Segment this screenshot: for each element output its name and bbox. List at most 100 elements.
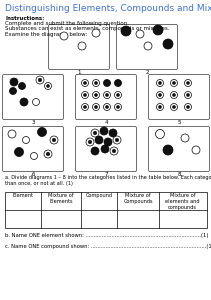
Circle shape xyxy=(38,128,46,136)
Circle shape xyxy=(95,93,97,97)
Circle shape xyxy=(38,78,42,82)
Circle shape xyxy=(158,81,162,85)
Circle shape xyxy=(44,150,52,158)
Text: Mixture of
elements and
compounds: Mixture of elements and compounds xyxy=(165,193,200,210)
Circle shape xyxy=(184,92,192,98)
Circle shape xyxy=(187,93,189,97)
Circle shape xyxy=(92,92,100,98)
Text: a. Divide diagrams 1 – 8 into the categories listed in the table below. Each cat: a. Divide diagrams 1 – 8 into the catego… xyxy=(5,175,211,186)
Circle shape xyxy=(46,152,50,156)
Circle shape xyxy=(156,130,165,139)
Text: Substances can exist as elements, compounds or mixtures.: Substances can exist as elements, compou… xyxy=(5,26,169,31)
Text: 7: 7 xyxy=(104,172,108,177)
FancyBboxPatch shape xyxy=(149,74,210,119)
Text: Instructions:: Instructions: xyxy=(5,16,44,21)
Circle shape xyxy=(92,103,100,110)
Text: 6: 6 xyxy=(31,172,35,177)
Circle shape xyxy=(83,81,87,85)
Circle shape xyxy=(23,136,30,143)
Circle shape xyxy=(15,148,23,157)
FancyBboxPatch shape xyxy=(3,127,64,172)
Circle shape xyxy=(157,92,164,98)
Circle shape xyxy=(81,80,88,86)
Text: Compound: Compound xyxy=(85,193,112,198)
Circle shape xyxy=(116,93,120,97)
Circle shape xyxy=(104,103,111,110)
Circle shape xyxy=(172,81,176,85)
Circle shape xyxy=(36,76,44,84)
Circle shape xyxy=(83,105,87,109)
Circle shape xyxy=(31,152,38,160)
Text: c. Name ONE compound shown: ....................................................: c. Name ONE compound shown: ............… xyxy=(5,244,211,249)
FancyBboxPatch shape xyxy=(76,74,137,119)
Circle shape xyxy=(172,93,176,97)
Circle shape xyxy=(19,82,26,89)
Text: Distinguishing Elements, Compounds and Mixtures: Distinguishing Elements, Compounds and M… xyxy=(5,4,211,13)
Circle shape xyxy=(10,78,18,86)
Circle shape xyxy=(170,80,177,86)
Circle shape xyxy=(106,105,109,109)
Circle shape xyxy=(95,136,103,144)
Circle shape xyxy=(116,105,120,109)
Circle shape xyxy=(157,103,164,110)
Text: 8: 8 xyxy=(177,172,181,177)
Circle shape xyxy=(115,92,122,98)
Circle shape xyxy=(172,105,176,109)
Text: Complete and submit the following question.: Complete and submit the following questi… xyxy=(5,20,129,26)
Text: Element: Element xyxy=(12,193,34,198)
FancyBboxPatch shape xyxy=(49,25,110,70)
Circle shape xyxy=(121,26,131,36)
Circle shape xyxy=(112,149,116,153)
FancyBboxPatch shape xyxy=(149,127,210,172)
Text: Examine the diagrams below:: Examine the diagrams below: xyxy=(5,32,87,37)
Circle shape xyxy=(81,92,88,98)
Circle shape xyxy=(95,81,97,85)
Text: 1: 1 xyxy=(77,70,81,75)
Circle shape xyxy=(184,80,192,86)
Circle shape xyxy=(20,98,28,106)
Circle shape xyxy=(45,82,51,89)
Circle shape xyxy=(8,130,16,138)
Text: 2: 2 xyxy=(145,70,149,75)
Circle shape xyxy=(110,147,118,155)
Circle shape xyxy=(100,127,108,135)
Circle shape xyxy=(163,39,173,49)
Circle shape xyxy=(60,32,68,40)
Circle shape xyxy=(91,129,99,137)
Circle shape xyxy=(158,105,162,109)
Circle shape xyxy=(187,105,189,109)
Text: Mixture of
Elements: Mixture of Elements xyxy=(48,193,74,204)
Text: Mixture of
Compounds: Mixture of Compounds xyxy=(123,193,153,204)
Circle shape xyxy=(81,103,88,110)
Circle shape xyxy=(78,42,86,50)
Circle shape xyxy=(92,80,100,86)
Circle shape xyxy=(86,138,94,146)
FancyBboxPatch shape xyxy=(3,74,64,119)
Circle shape xyxy=(115,103,122,110)
Circle shape xyxy=(92,29,100,37)
Circle shape xyxy=(91,147,99,155)
Circle shape xyxy=(170,103,177,110)
Text: 4: 4 xyxy=(104,120,108,125)
Circle shape xyxy=(95,105,97,109)
Circle shape xyxy=(88,140,92,144)
Text: 5: 5 xyxy=(177,120,181,125)
FancyBboxPatch shape xyxy=(76,127,137,172)
Circle shape xyxy=(187,81,189,85)
Circle shape xyxy=(104,80,111,86)
Circle shape xyxy=(46,84,50,88)
Circle shape xyxy=(9,88,16,94)
Circle shape xyxy=(32,98,39,106)
Circle shape xyxy=(163,145,173,155)
Circle shape xyxy=(184,103,192,110)
Circle shape xyxy=(170,92,177,98)
Circle shape xyxy=(104,138,112,146)
FancyBboxPatch shape xyxy=(116,25,177,70)
Circle shape xyxy=(115,80,122,86)
Circle shape xyxy=(50,136,58,144)
Circle shape xyxy=(115,138,119,142)
Circle shape xyxy=(109,129,117,137)
Circle shape xyxy=(136,30,144,38)
Circle shape xyxy=(157,80,164,86)
Circle shape xyxy=(93,131,97,135)
